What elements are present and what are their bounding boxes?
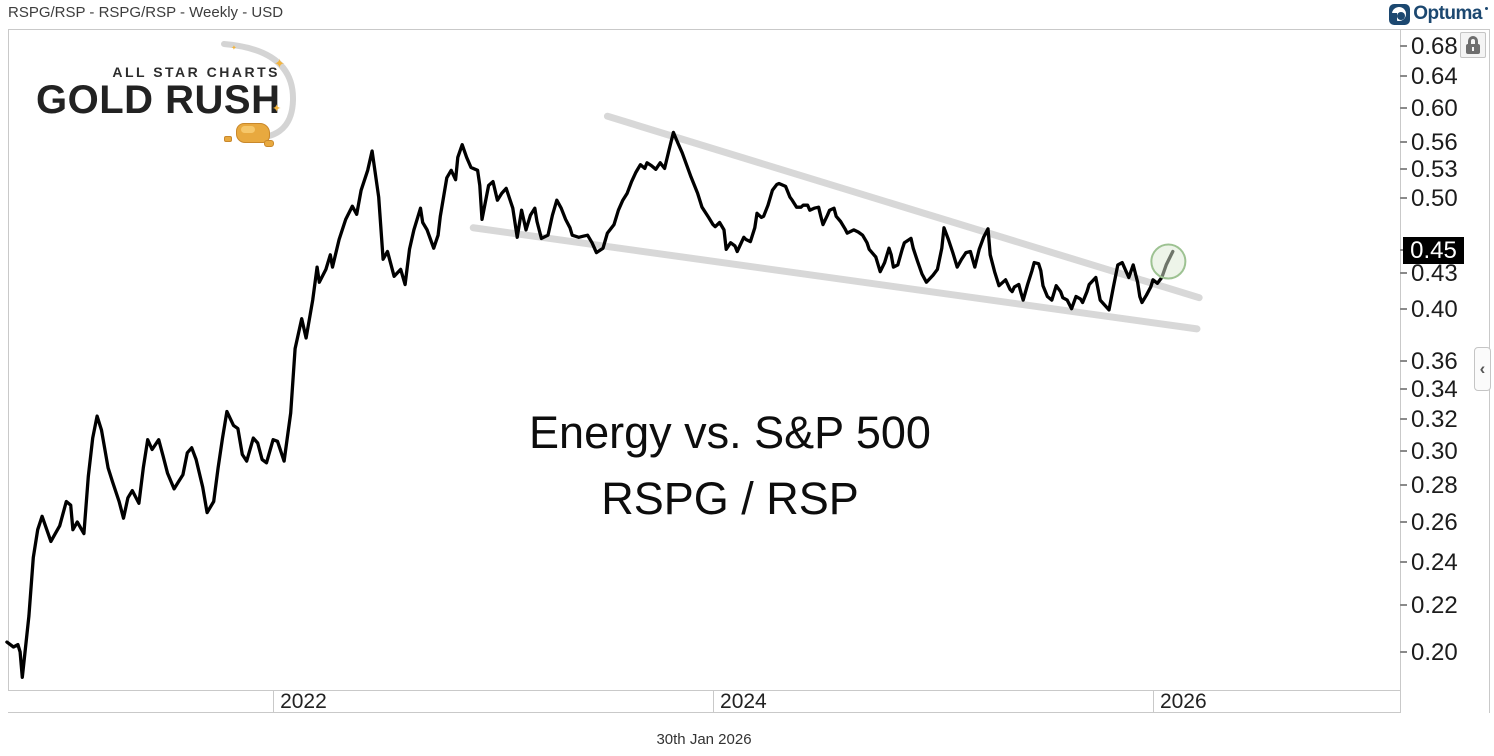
y-tick-label: 0.20 bbox=[1411, 638, 1458, 666]
y-tick-label: 0.40 bbox=[1411, 295, 1458, 323]
tick-dash bbox=[1400, 650, 1407, 653]
annotation-line2: RSPG / RSP bbox=[601, 473, 859, 524]
y-axis-tick: 0.30 bbox=[1400, 438, 1490, 466]
y-tick-label: 0.22 bbox=[1411, 591, 1458, 619]
tick-dash bbox=[1400, 74, 1407, 77]
gold-nugget-chip-icon bbox=[224, 136, 232, 142]
tick-dash bbox=[1400, 521, 1407, 523]
tick-dash bbox=[1400, 106, 1407, 109]
trademark-dot bbox=[1485, 6, 1488, 10]
y-tick-label: 0.53 bbox=[1411, 156, 1458, 184]
y-axis-tick: 0.36 bbox=[1400, 347, 1490, 375]
tick-dash bbox=[1400, 560, 1407, 563]
frame-left-border bbox=[8, 29, 9, 690]
y-axis-tick: 0.32 bbox=[1400, 406, 1490, 434]
sparkle-icon: ✦ bbox=[274, 56, 285, 71]
y-tick-label: 0.36 bbox=[1411, 347, 1458, 375]
y-tick-label: 0.68 bbox=[1411, 32, 1458, 60]
y-axis-tick: 0.64 bbox=[1400, 62, 1490, 90]
y-tick-label: 0.30 bbox=[1411, 438, 1458, 466]
tick-dash bbox=[1400, 44, 1407, 47]
tick-dash bbox=[1400, 197, 1407, 200]
last-price-tag: 0.45 bbox=[1403, 237, 1464, 265]
chart-title: RSPG/RSP - RSPG/RSP - Weekly - USD bbox=[8, 4, 284, 21]
logo-line1: ALL STAR CHARTS bbox=[112, 64, 280, 80]
x-axis-divider bbox=[1152, 690, 1154, 713]
y-tick-label: 0.56 bbox=[1411, 129, 1458, 157]
tick-dash bbox=[1400, 141, 1407, 144]
x-axis-bottom-border bbox=[8, 712, 1400, 713]
lock-icon bbox=[1466, 36, 1480, 55]
tick-dash bbox=[1400, 450, 1407, 453]
tick-dash bbox=[1400, 484, 1407, 487]
trendline-upper-resistance bbox=[603, 112, 1203, 302]
sparkle-icon: ✦ bbox=[231, 45, 237, 52]
y-axis-tick: 0.53 bbox=[1400, 156, 1490, 184]
tick-dash bbox=[1400, 603, 1407, 606]
sparkle-icon: ✦ bbox=[272, 103, 282, 115]
x-tick-label: 2024 bbox=[720, 690, 767, 713]
y-tick-label: 0.64 bbox=[1411, 62, 1458, 90]
y-axis-tick: 0.24 bbox=[1400, 548, 1490, 576]
collapse-panel-button[interactable]: ‹ bbox=[1474, 347, 1491, 391]
gold-nugget-highlight bbox=[241, 126, 255, 133]
y-tick-label: 0.60 bbox=[1411, 94, 1458, 122]
y-tick-label: 0.50 bbox=[1411, 185, 1458, 213]
chart-annotation-text: Energy vs. S&P 500 RSPG / RSP bbox=[430, 400, 1030, 532]
y-axis-tick: 0.34 bbox=[1400, 376, 1490, 404]
x-tick-label: 2022 bbox=[280, 690, 327, 713]
annotation-line1: Energy vs. S&P 500 bbox=[529, 407, 931, 458]
optuma-brand-text: Optuma bbox=[1413, 3, 1482, 24]
allstarcharts-goldrush-logo: ALL STAR CHARTS GOLD RUSH ✦ ✦ ✦ bbox=[28, 38, 308, 153]
x-axis-divider bbox=[713, 690, 715, 713]
y-tick-label: 0.32 bbox=[1411, 406, 1458, 434]
y-tick-label: 0.43 bbox=[1411, 259, 1458, 287]
time-axis[interactable]: 2022 2024 2026 bbox=[8, 690, 1400, 713]
gold-nugget-chip-icon bbox=[264, 140, 274, 147]
y-tick-label: 0.28 bbox=[1411, 472, 1458, 500]
optuma-brand-icon bbox=[1389, 3, 1411, 25]
frame-top-border bbox=[8, 29, 1490, 30]
lock-button[interactable] bbox=[1460, 32, 1486, 58]
y-axis-tick: 0.56 bbox=[1400, 129, 1490, 157]
price-line bbox=[5, 130, 1175, 679]
title-bar: RSPG/RSP - RSPG/RSP - Weekly - USD Optum… bbox=[0, 0, 1494, 28]
y-axis-tick: 0.60 bbox=[1400, 94, 1490, 122]
y-axis-tick: 0.20 bbox=[1400, 638, 1490, 666]
price-axis-divider bbox=[1400, 29, 1401, 713]
y-axis-tick: 0.22 bbox=[1400, 591, 1490, 619]
x-axis-top-border bbox=[8, 690, 1400, 691]
tick-dash bbox=[1400, 271, 1407, 274]
y-tick-label: 0.24 bbox=[1411, 548, 1458, 576]
y-axis-tick: 0.28 bbox=[1400, 472, 1490, 500]
y-tick-label: 0.26 bbox=[1411, 509, 1458, 536]
y-axis-tick: 0.43 bbox=[1400, 259, 1490, 287]
y-axis-tick: 0.50 bbox=[1400, 185, 1490, 213]
tick-dash bbox=[1400, 359, 1407, 362]
tick-dash bbox=[1400, 388, 1407, 391]
last-date-label: 30th Jan 2026 bbox=[656, 731, 752, 748]
y-axis-tick: 0.26 bbox=[1400, 509, 1490, 536]
y-axis-tick: 0.40 bbox=[1400, 295, 1490, 323]
x-axis-divider bbox=[273, 690, 275, 713]
y-axis-tick: 0.68 bbox=[1400, 32, 1490, 60]
logo-line2: GOLD RUSH bbox=[36, 78, 281, 122]
highlight-circle bbox=[1150, 243, 1187, 280]
trendline-lower-support bbox=[469, 224, 1201, 333]
tick-dash bbox=[1400, 168, 1407, 171]
y-tick-label: 0.34 bbox=[1411, 376, 1458, 404]
chevron-left-icon: ‹ bbox=[1479, 359, 1486, 378]
tick-dash bbox=[1400, 307, 1407, 310]
optuma-logo: Optuma bbox=[1389, 2, 1488, 26]
x-tick-label: 2026 bbox=[1159, 690, 1207, 713]
tick-dash bbox=[1400, 418, 1407, 421]
